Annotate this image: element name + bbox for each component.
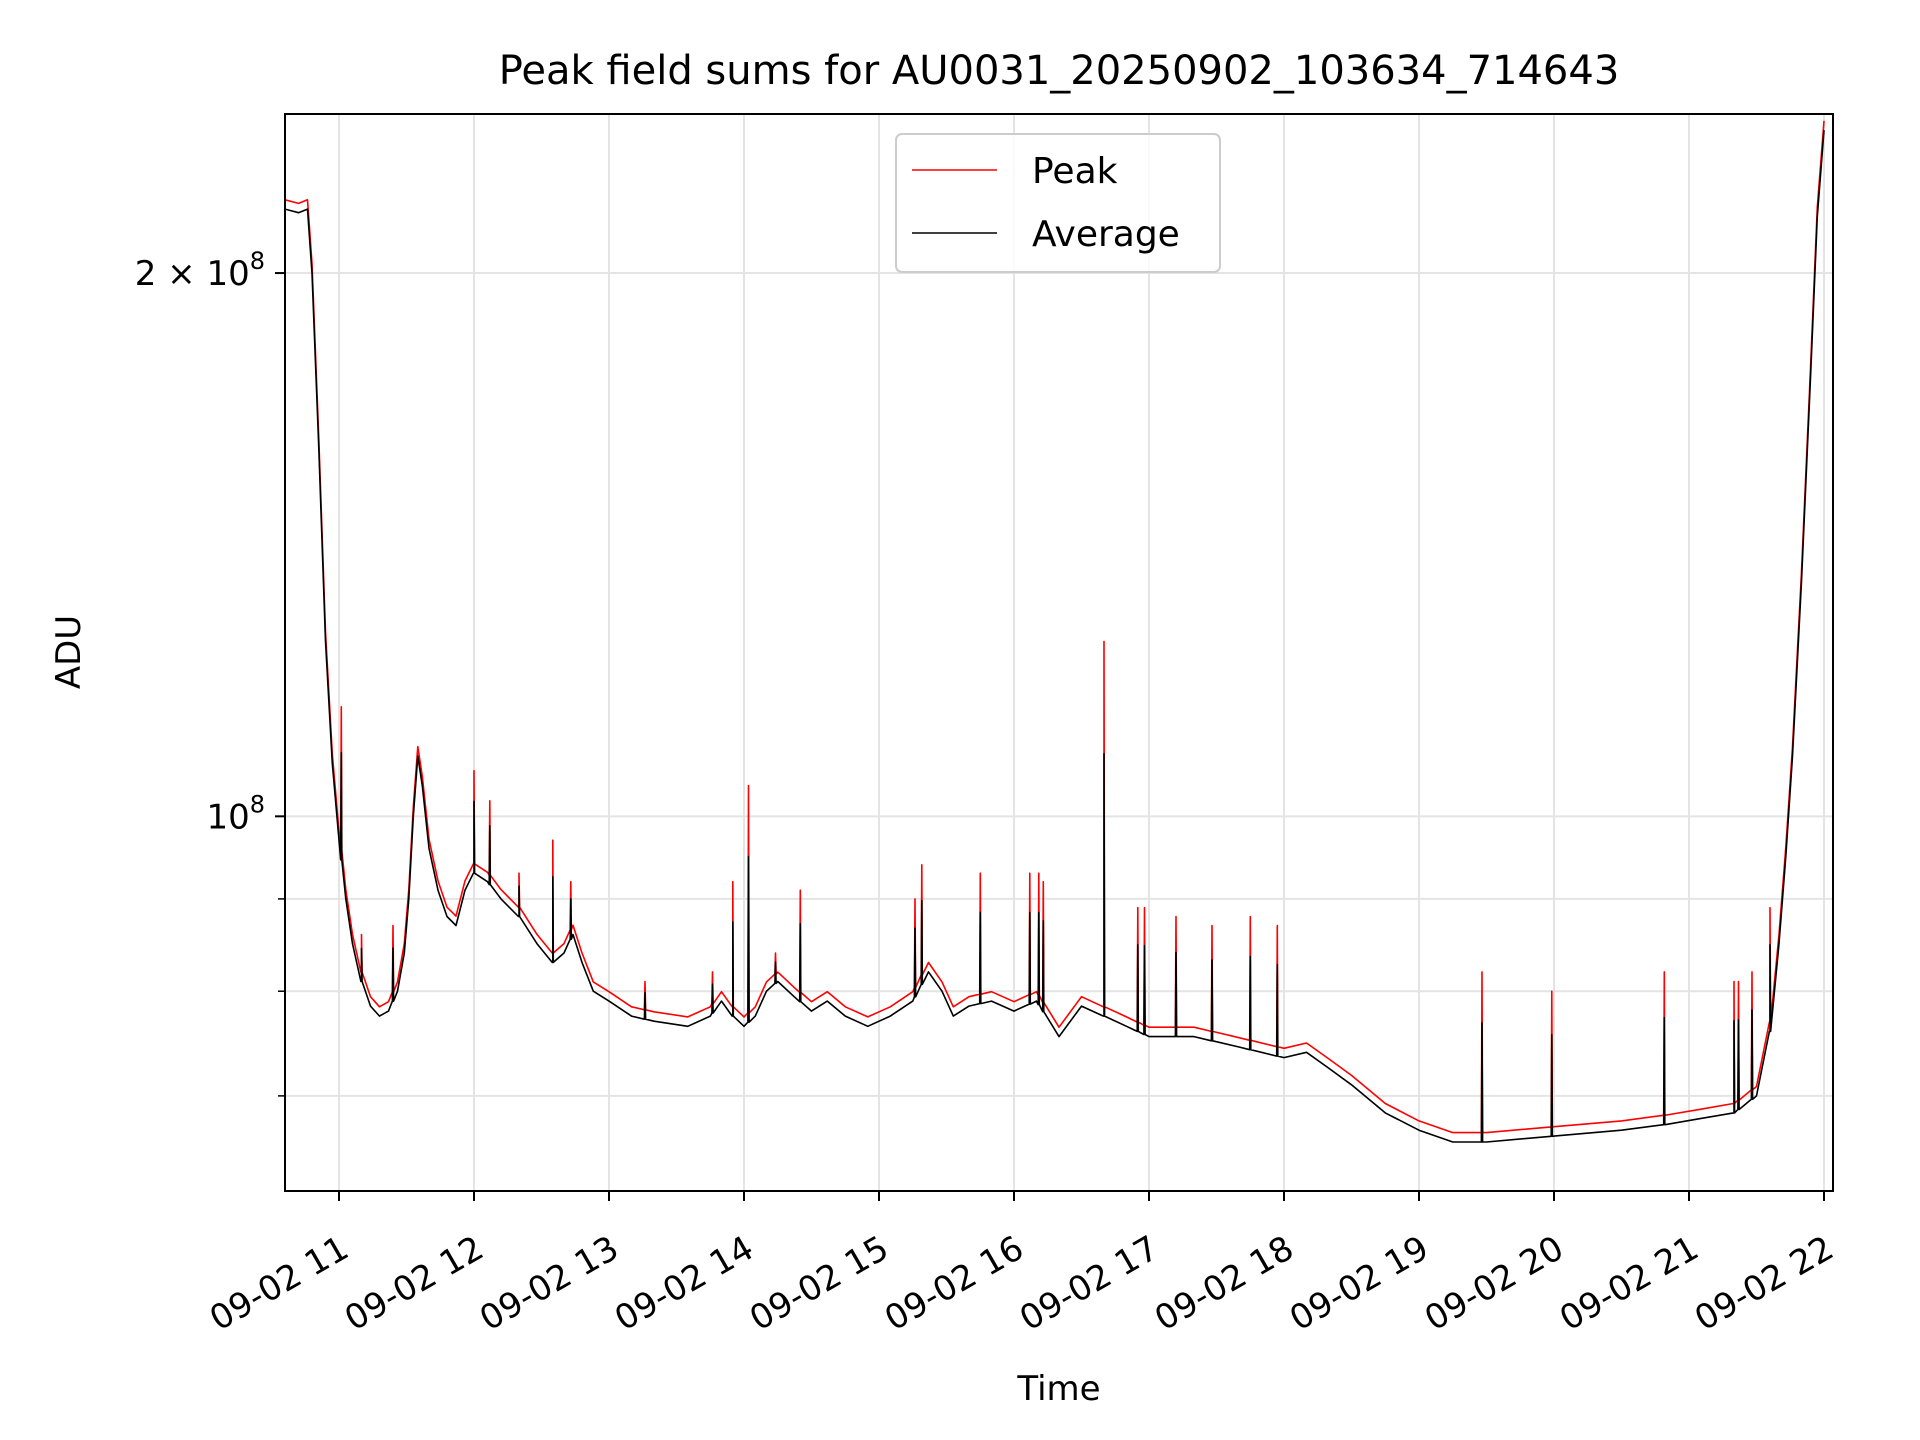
series-layer	[285, 120, 1825, 1143]
series-line-average	[285, 130, 1825, 1143]
y-axis-label: ADU	[49, 615, 89, 689]
legend-label-average: Average	[1032, 214, 1180, 255]
plot-frame	[284, 113, 1834, 1192]
chart-title: Peak field sums for AU0031_20250902_1036…	[499, 48, 1620, 94]
legend: Peak Average	[895, 133, 1221, 273]
legend-box	[895, 133, 1221, 273]
y-tick-label: 2 × 108	[135, 247, 265, 294]
x-axis-label: Time	[1016, 1369, 1100, 1409]
legend-label-peak: Peak	[1032, 151, 1118, 192]
gridlines	[285, 114, 1833, 1191]
